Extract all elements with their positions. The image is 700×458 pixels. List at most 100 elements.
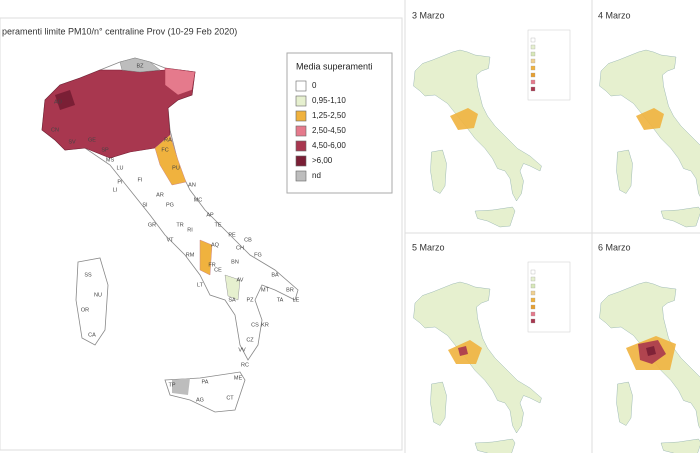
province-label: RM: [186, 252, 195, 258]
small-legend-swatch: [531, 73, 535, 77]
legend-swatch: [296, 171, 306, 181]
province-label: SP: [101, 147, 109, 153]
small-legend-swatch: [531, 319, 535, 323]
province-label: CH: [236, 245, 244, 251]
legend-swatch: [296, 111, 306, 121]
legend-label: >6,00: [312, 156, 333, 165]
province-label: BR: [286, 287, 294, 293]
small-map: [600, 50, 700, 227]
small-legend-swatch: [531, 284, 535, 288]
small-legend-swatch: [531, 45, 535, 49]
legend-label: 4,50-6,00: [312, 141, 346, 150]
province-label: ME: [234, 375, 243, 381]
province-label: RC: [241, 362, 249, 368]
italy-outline: [600, 50, 700, 227]
province-label: TP: [168, 382, 175, 388]
province-label: NU: [94, 292, 102, 298]
province-label: SA: [228, 297, 236, 303]
province-label: CE: [214, 267, 222, 273]
province-label: AG: [196, 397, 204, 403]
province-label: GE: [88, 137, 96, 143]
legend-label: 0,95-1,10: [312, 96, 346, 105]
province-label: AP: [206, 212, 214, 218]
small-legend-swatch: [531, 52, 535, 56]
italy-outline: [414, 282, 542, 453]
small-legend-swatch: [531, 291, 535, 295]
small-map: [600, 282, 700, 453]
italy-outline: [414, 50, 542, 227]
province-label: CN: [51, 127, 59, 133]
province-label: CZ: [246, 337, 254, 343]
legend: Media superamenti 0 0,95-1,10 1,25-2,50 2,5…: [287, 53, 392, 193]
legend-swatch: [296, 126, 306, 136]
small-map-title: 6 Marzo: [598, 242, 631, 252]
legend-label: 1,25-2,50: [312, 111, 346, 120]
small-legend-swatch: [531, 270, 535, 274]
legend-label: nd: [312, 171, 321, 180]
legend-swatch: [296, 96, 306, 106]
province-label: VT: [166, 237, 174, 243]
province-label: AR: [156, 192, 164, 198]
province-label: CA: [88, 332, 96, 338]
province-label: TE: [214, 222, 221, 228]
province-label: FI: [138, 177, 143, 183]
province-label: MT: [261, 287, 270, 293]
province-label: CB: [244, 237, 252, 243]
province-label: MC: [194, 197, 203, 203]
province-label: AN: [188, 182, 196, 188]
small-legend-swatch: [531, 66, 535, 70]
province-label: TA: [277, 297, 284, 303]
province-label: BZ: [136, 63, 144, 69]
small-map-title: 4 Marzo: [598, 10, 631, 20]
small-map-title: 5 Marzo: [412, 242, 445, 252]
province-label: PU: [172, 165, 180, 171]
legend-title: Media superamenti: [296, 61, 373, 71]
province-label: LE: [293, 297, 300, 303]
small-map: [414, 50, 542, 227]
province-label: RI: [187, 227, 193, 233]
province-label: BN: [231, 259, 239, 265]
province-label: LU: [116, 165, 123, 171]
province-label: AQ: [211, 242, 220, 248]
province-label: LI: [113, 187, 118, 193]
province-label: OR: [81, 307, 89, 313]
small-legend-swatch: [531, 305, 535, 309]
province-label: VV: [238, 347, 246, 353]
province-label: AO: [54, 99, 63, 105]
province-label: CS: [251, 322, 259, 328]
small-legend-swatch: [531, 87, 535, 91]
small-legend-swatch: [531, 80, 535, 84]
small-legend-swatch: [531, 298, 535, 302]
province-label: MS: [106, 157, 115, 163]
small-legend-swatch: [531, 277, 535, 281]
province-label: SI: [142, 202, 148, 208]
province-label: PZ: [246, 297, 254, 303]
province-label: AV: [237, 277, 244, 283]
small-map-title: 3 Marzo: [412, 10, 445, 20]
legend-label: 0: [312, 81, 317, 90]
small-legend-swatch: [531, 59, 535, 63]
province-label: PI: [117, 179, 123, 185]
small-legend-swatch: [531, 312, 535, 316]
province-label: RA: [164, 137, 172, 143]
province-label: SS: [84, 272, 92, 278]
province-label: SV: [68, 139, 76, 145]
legend-swatch: [296, 81, 306, 91]
province-label: TR: [176, 222, 183, 228]
legend-label: 2,50-4,50: [312, 126, 346, 135]
legend-swatch: [296, 141, 306, 151]
province-label: PA: [202, 379, 209, 385]
province-label: PG: [166, 202, 174, 208]
small-legend-swatch: [531, 38, 535, 42]
province-label: CT: [226, 395, 234, 401]
province-label: KR: [261, 322, 269, 328]
province-label: GR: [148, 222, 156, 228]
province-label: FC: [161, 147, 168, 153]
main-title: peramenti limite PM10/n° centraline Prov…: [2, 26, 237, 36]
province-label: LT: [197, 282, 204, 288]
small-map: [414, 282, 542, 453]
province-label: BA: [271, 272, 279, 278]
legend-swatch: [296, 156, 306, 166]
province-label: PE: [228, 232, 236, 238]
